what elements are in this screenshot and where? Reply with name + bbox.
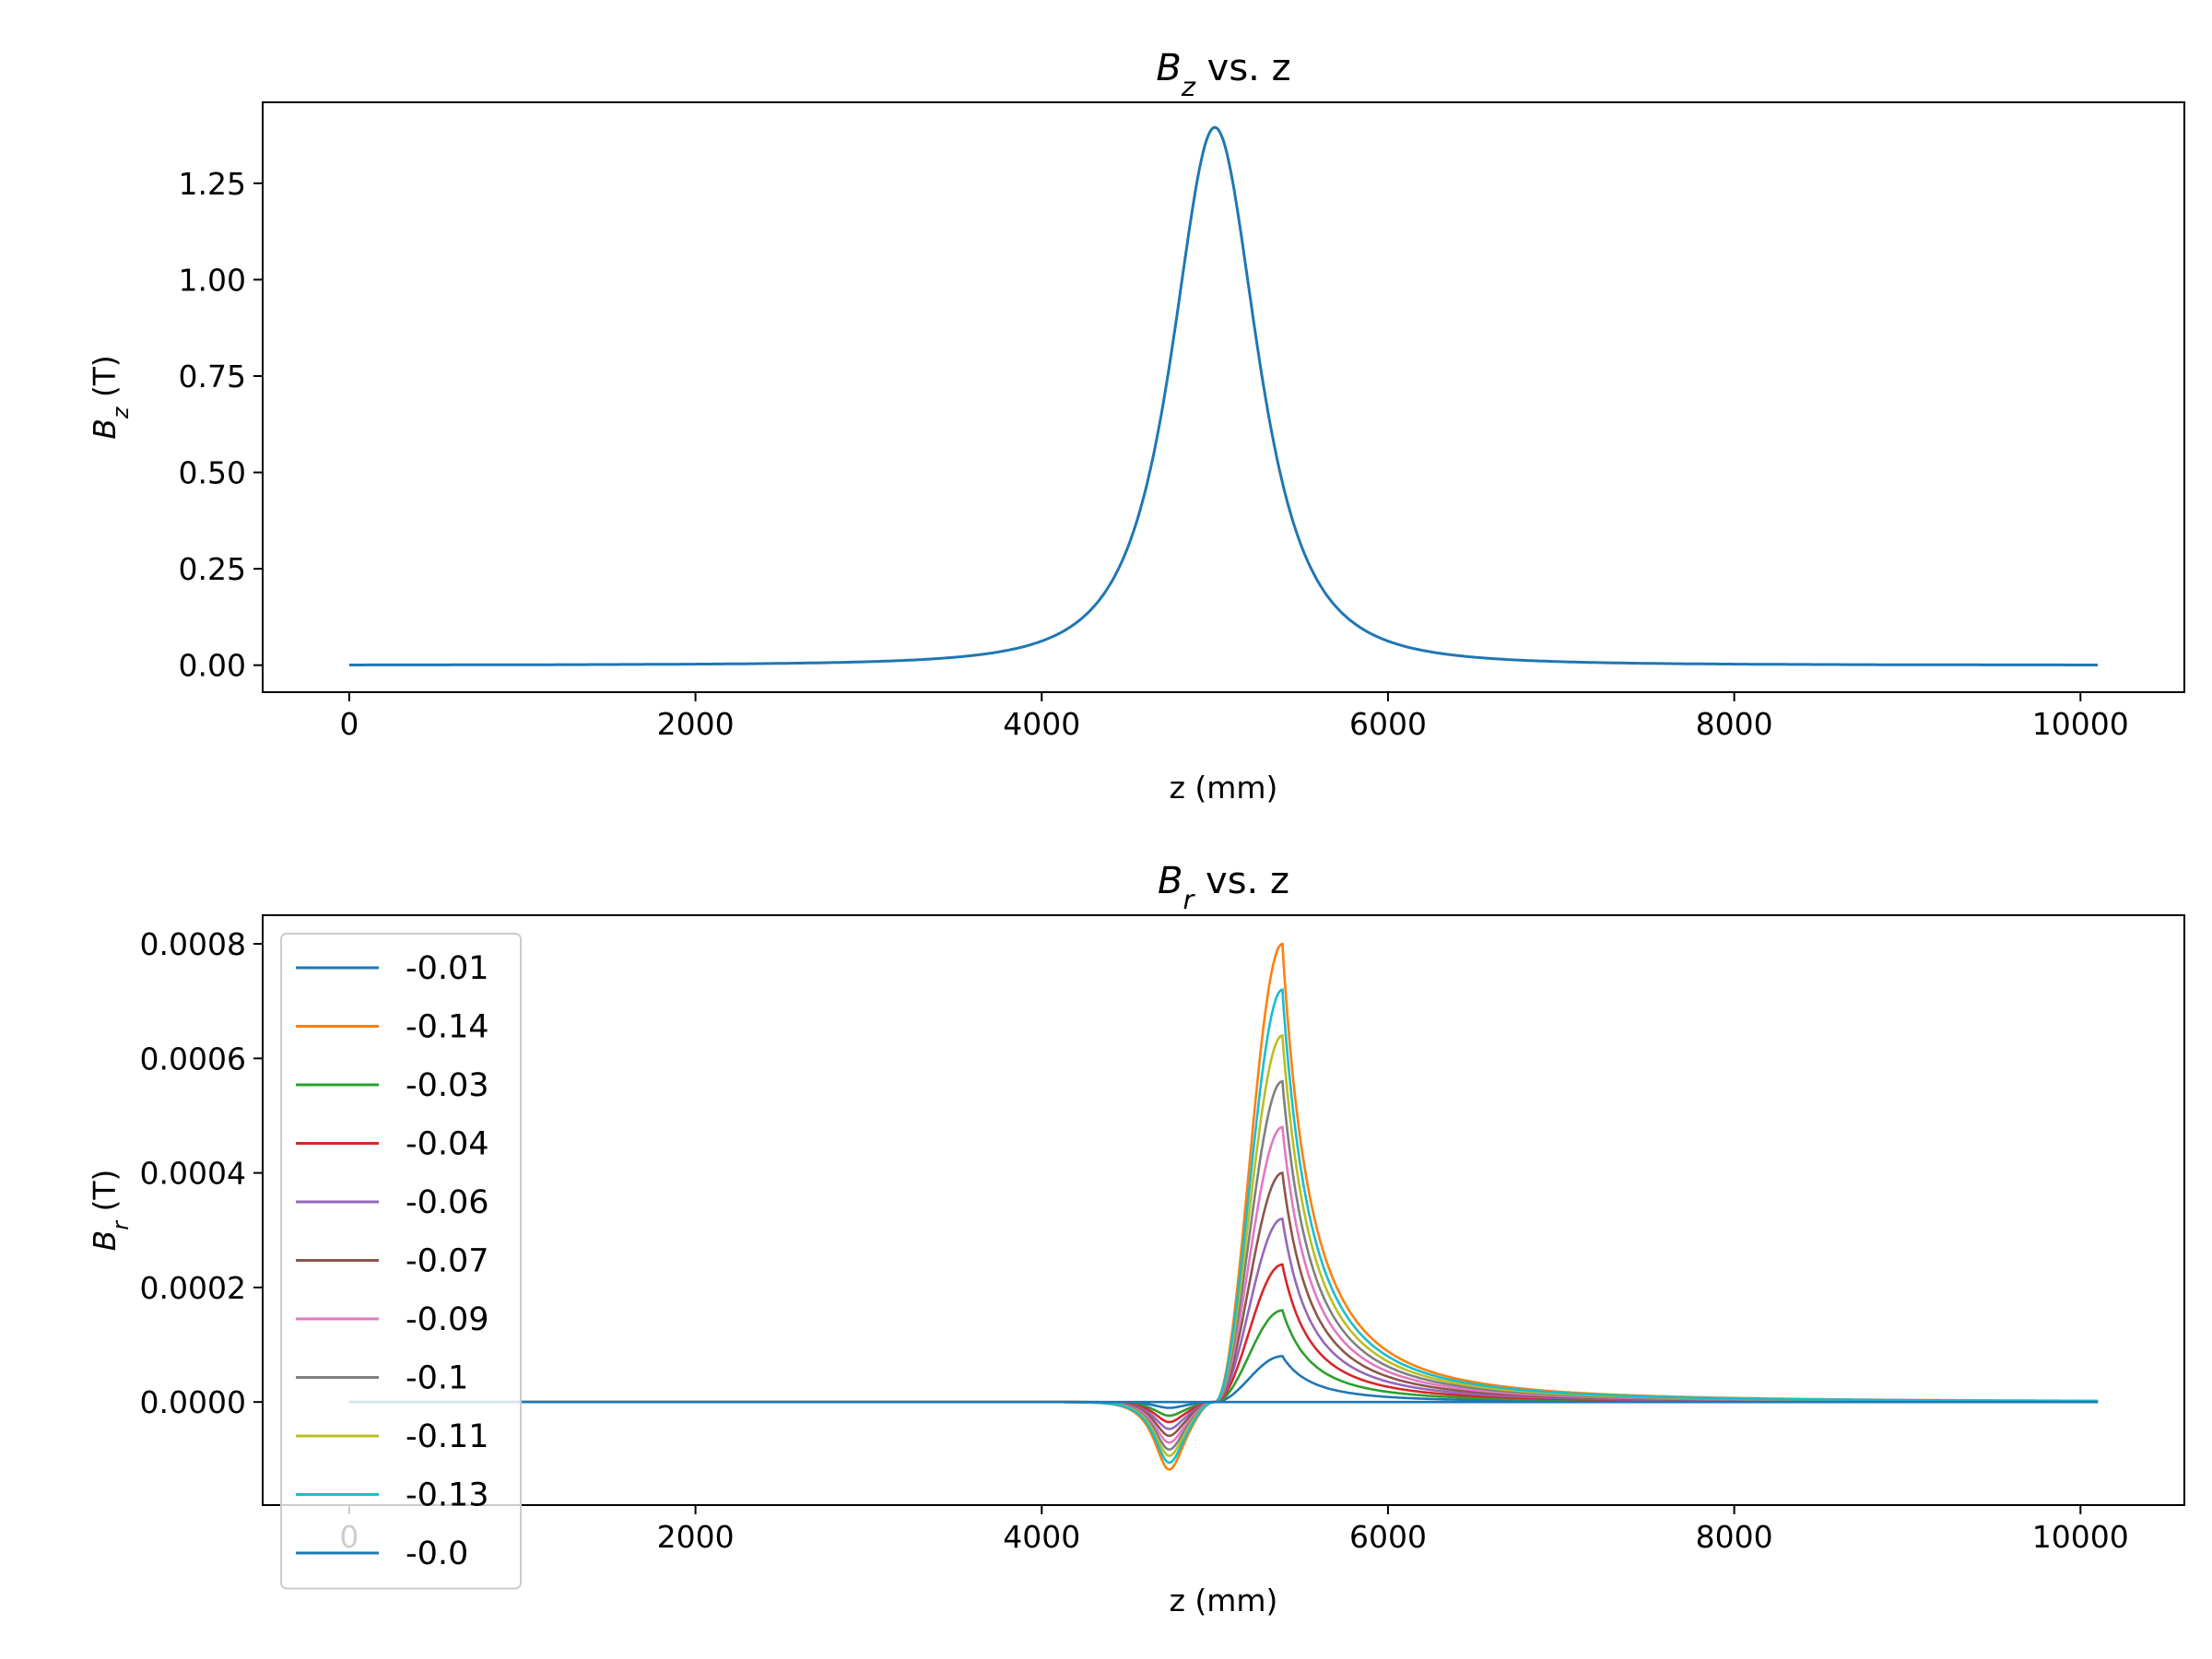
legend-label: -0.01 xyxy=(406,950,489,987)
y-tick-label: 0.0002 xyxy=(140,1270,246,1306)
x-tick-label: 10000 xyxy=(2032,1519,2129,1555)
x-axis-title: z (mm) xyxy=(1170,770,1278,806)
x-tick-label: 2000 xyxy=(657,1519,735,1555)
legend-label: -0.1 xyxy=(406,1360,468,1397)
legend: -0.01 -0.14 -0.03 -0.04 -0.06 -0.07 -0.09 -0.1 -… xyxy=(280,933,522,1590)
y-tick-label: 1.25 xyxy=(179,166,246,202)
bz-vs-z-chart: 0 2000 4000 6000 8000 10000 0.00 0.25 0.50 0.75 1.… xyxy=(87,47,2185,806)
plot-title: Br vs. z xyxy=(1158,860,1289,915)
y-tick-label: 0.0000 xyxy=(140,1384,246,1420)
plot-frame xyxy=(262,101,2185,693)
x-tick-label: 6000 xyxy=(1349,1519,1427,1555)
x-tick-label: 4000 xyxy=(1003,706,1080,742)
x-tick-label: 8000 xyxy=(1696,1519,1773,1555)
x-tick-label: 10000 xyxy=(2032,706,2129,742)
legend-label: -0.14 xyxy=(406,1009,489,1046)
x-tick-label: 2000 xyxy=(657,706,735,742)
br-vs-z-chart: 02000400060008000100000.00000.00020.0004… xyxy=(87,860,2185,1618)
y-tick-label: 0.25 xyxy=(179,551,246,587)
y-tick-label: 0.75 xyxy=(179,359,246,394)
y-axis-title: Br (T) xyxy=(87,1170,134,1252)
legend-label: -0.0 xyxy=(406,1535,468,1572)
plot-title: Bz vs. z xyxy=(1156,47,1290,102)
legend-label: -0.07 xyxy=(406,1243,489,1280)
y-tick-label: 0.0004 xyxy=(140,1156,246,1192)
x-tick-label: 0 xyxy=(339,706,359,742)
bz-series-line xyxy=(348,125,2099,666)
legend-label: -0.13 xyxy=(406,1477,489,1514)
y-axis-title: Bz (T) xyxy=(87,355,134,440)
y-tick-label: 1.00 xyxy=(179,262,246,298)
y-tick-label: 0.00 xyxy=(179,648,246,684)
y-tick-label: 0.50 xyxy=(179,455,246,491)
legend-label: -0.06 xyxy=(406,1184,489,1221)
x-tick-label: 8000 xyxy=(1696,706,1773,742)
legend-label: -0.11 xyxy=(406,1418,489,1455)
legend-label: -0.03 xyxy=(406,1067,489,1104)
legend-box xyxy=(280,933,522,1590)
x-tick-label: 4000 xyxy=(1003,1519,1080,1555)
x-axis-title: z (mm) xyxy=(1170,1583,1278,1618)
plot-frame xyxy=(262,914,2185,1506)
legend-label: -0.04 xyxy=(406,1126,489,1163)
y-tick-label: 0.0006 xyxy=(140,1041,246,1077)
legend-label: -0.09 xyxy=(406,1301,489,1338)
y-tick-label: 0.0008 xyxy=(140,926,246,962)
x-tick-label: 6000 xyxy=(1349,706,1427,742)
